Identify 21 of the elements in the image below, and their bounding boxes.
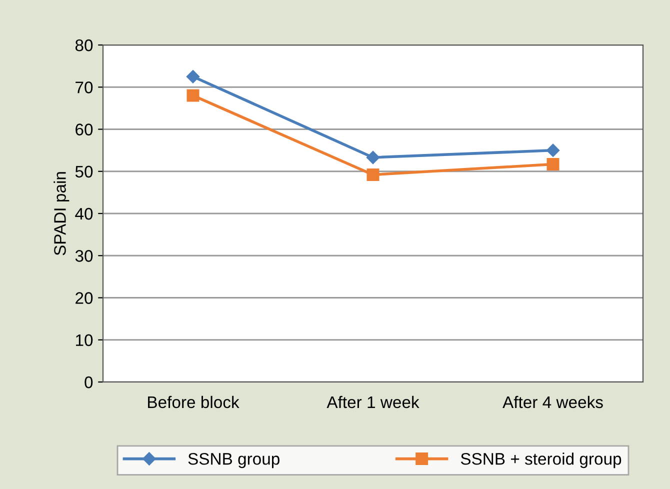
y-tick-label: 40 [75, 208, 93, 220]
y-tick-label: 50 [75, 166, 93, 178]
point [366, 150, 380, 164]
x-tick-label: After 4 weeks [502, 396, 603, 408]
point [186, 70, 200, 84]
y-axis-title: SPADI pain [54, 172, 70, 256]
x-tick-label: After 1 week [326, 396, 420, 408]
y-tick-label: 80 [75, 39, 93, 52]
point [186, 89, 200, 102]
y-tick-label: 10 [76, 334, 93, 346]
point [546, 158, 560, 170]
y-tick-label: 0 [84, 376, 93, 388]
point [546, 144, 560, 157]
y-tick-label: 20 [76, 292, 93, 304]
legend-label: SSNB group [188, 453, 280, 468]
y-tick-label: 70 [76, 82, 93, 94]
legend-label: SSNB + steroid group [460, 452, 622, 468]
point [366, 168, 380, 181]
y-tick-label: 30 [75, 250, 93, 262]
x-tick-label: Before block [148, 396, 240, 408]
y-tick-label: 60 [76, 124, 93, 136]
